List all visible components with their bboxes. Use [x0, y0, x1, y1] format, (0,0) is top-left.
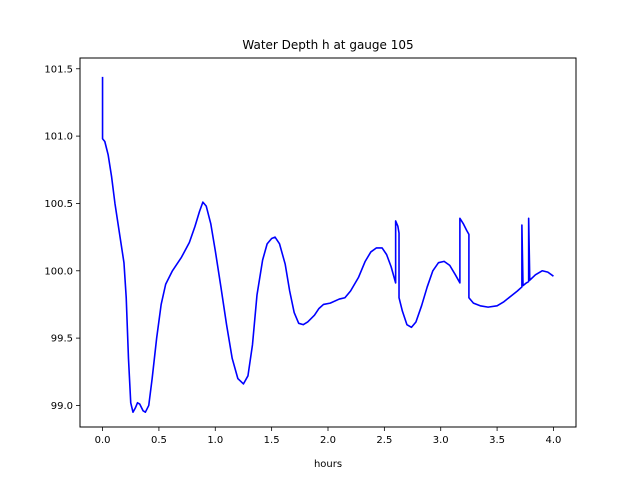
- x-axis-label: hours: [314, 459, 342, 470]
- x-axis-ticks: 0.0 0.5 1.0 1.5 2.0 2.5 3.0 3.5 4.0: [95, 427, 562, 446]
- x-tick-label: 4.0: [546, 435, 562, 446]
- x-tick-label: 1.5: [264, 435, 280, 446]
- y-tick-label: 99.0: [51, 401, 73, 412]
- x-tick-label: 0.0: [95, 435, 111, 446]
- x-tick-label: 0.5: [151, 435, 167, 446]
- y-tick-label: 101.0: [44, 132, 73, 143]
- plot-layer: [101, 76, 554, 413]
- series-line: [101, 76, 554, 413]
- x-tick-label: 2.5: [376, 435, 392, 446]
- y-tick-label: 99.5: [51, 334, 73, 345]
- x-tick-label: 2.0: [320, 435, 336, 446]
- x-tick-label: 3.0: [433, 435, 449, 446]
- x-tick-label: 3.5: [489, 435, 505, 446]
- y-tick-label: 101.5: [44, 64, 73, 75]
- chart-title: Water Depth h at gauge 105: [242, 38, 413, 52]
- y-tick-label: 100.0: [44, 266, 73, 277]
- y-axis-ticks: 99.0 99.5 100.0 100.5 101.0 101.5: [44, 64, 80, 412]
- y-tick-label: 100.5: [44, 199, 73, 210]
- x-tick-label: 1.0: [207, 435, 223, 446]
